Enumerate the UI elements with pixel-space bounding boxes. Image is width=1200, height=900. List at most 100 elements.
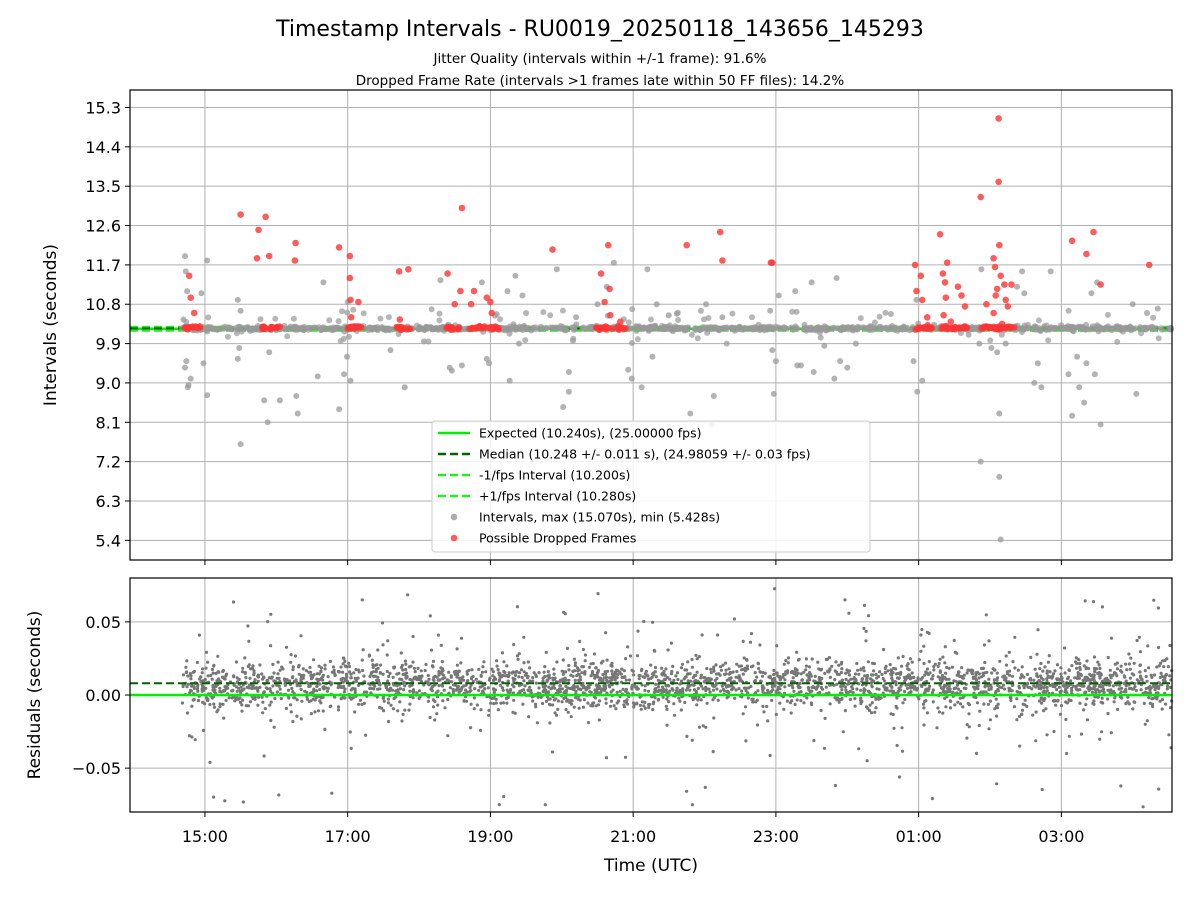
residual-point <box>552 672 556 676</box>
residual-point <box>251 664 255 668</box>
residual-point <box>234 660 238 664</box>
residual-point <box>558 678 563 682</box>
residual-point <box>593 696 598 700</box>
residual-point <box>925 687 929 691</box>
residual-point <box>995 671 999 675</box>
residual-point <box>974 673 978 678</box>
residual-point <box>1022 683 1026 688</box>
residual-point <box>374 670 378 674</box>
residual-point <box>186 674 190 678</box>
interval-point <box>436 317 443 324</box>
residual-point <box>882 685 886 689</box>
residual-point <box>529 688 533 693</box>
residual-point <box>277 793 281 797</box>
interval-point <box>522 325 529 332</box>
interval-point <box>872 325 879 332</box>
residual-point <box>870 711 874 715</box>
residual-point <box>581 691 586 695</box>
residual-point <box>562 670 566 674</box>
residual-point <box>653 696 657 700</box>
interval-point <box>882 309 889 316</box>
residual-point <box>811 685 815 689</box>
residual-point <box>1047 654 1051 658</box>
residual-point <box>535 721 540 725</box>
residual-point <box>873 710 877 714</box>
residual-point <box>583 653 588 657</box>
residual-point <box>543 665 547 669</box>
residual-point <box>1034 685 1038 689</box>
residual-point <box>570 702 574 706</box>
interval-point <box>350 306 357 313</box>
residual-point <box>745 664 750 668</box>
residual-point <box>1064 689 1068 693</box>
residual-point <box>931 700 935 704</box>
residual-point <box>336 705 341 709</box>
residual-point <box>411 660 415 664</box>
residual-point <box>325 689 330 693</box>
residual-point <box>686 660 690 664</box>
residual-point <box>1026 685 1030 689</box>
residual-point <box>879 696 883 700</box>
residual-point <box>857 747 861 751</box>
residual-point <box>889 668 893 672</box>
residual-point <box>952 687 956 691</box>
residual-point <box>950 665 955 669</box>
residual-point <box>909 684 913 688</box>
residual-point <box>181 684 185 689</box>
residual-point <box>1135 638 1139 643</box>
residual-point <box>342 690 346 694</box>
residual-point <box>439 666 443 670</box>
residual-point <box>345 672 349 677</box>
residual-point <box>643 684 647 688</box>
dropped-frame-point <box>997 272 1004 280</box>
residual-point <box>1163 674 1167 678</box>
residual-point <box>221 702 225 706</box>
residual-point <box>550 750 555 754</box>
residual-point <box>769 689 774 694</box>
residual-point <box>867 708 872 713</box>
residual-point <box>1070 664 1074 668</box>
interval-outlier-point <box>264 419 271 426</box>
residual-point <box>305 681 309 685</box>
residual-point <box>863 688 867 692</box>
residual-point <box>1158 675 1162 680</box>
residual-point <box>592 701 596 705</box>
residual-point <box>1150 697 1154 701</box>
residual-point <box>268 687 272 691</box>
interval-point <box>675 317 682 323</box>
dropped-frame-point <box>716 228 724 236</box>
residual-point <box>993 707 997 711</box>
interval-outlier-point <box>1081 399 1088 406</box>
residual-point <box>699 676 703 680</box>
residual-point <box>676 677 680 682</box>
residual-point <box>656 678 660 682</box>
interval-outlier-point <box>200 360 207 367</box>
residual-point <box>203 677 207 682</box>
residual-point <box>604 697 608 701</box>
residual-point <box>1127 702 1131 706</box>
residual-point <box>959 689 963 693</box>
residual-point <box>908 657 913 661</box>
residual-point <box>908 677 913 681</box>
residual-point <box>943 645 947 649</box>
residual-point <box>1111 673 1115 677</box>
residual-point <box>1153 684 1157 688</box>
dropped-frame-point <box>947 318 955 326</box>
residual-point <box>859 688 863 692</box>
residual-point <box>301 667 305 671</box>
residual-point <box>328 659 332 664</box>
interval-point <box>899 326 906 333</box>
residual-point <box>590 670 595 674</box>
residual-point <box>198 677 202 681</box>
residual-point <box>597 718 601 722</box>
residual-point <box>635 654 640 658</box>
residual-point <box>356 676 360 680</box>
interval-point <box>1098 326 1105 333</box>
residual-point <box>269 644 273 648</box>
residual-point <box>261 691 266 695</box>
interval-outlier-point <box>1129 301 1136 308</box>
residual-point <box>469 702 473 706</box>
residual-point <box>748 640 753 644</box>
residual-point <box>571 687 575 691</box>
residual-point <box>1147 666 1151 670</box>
